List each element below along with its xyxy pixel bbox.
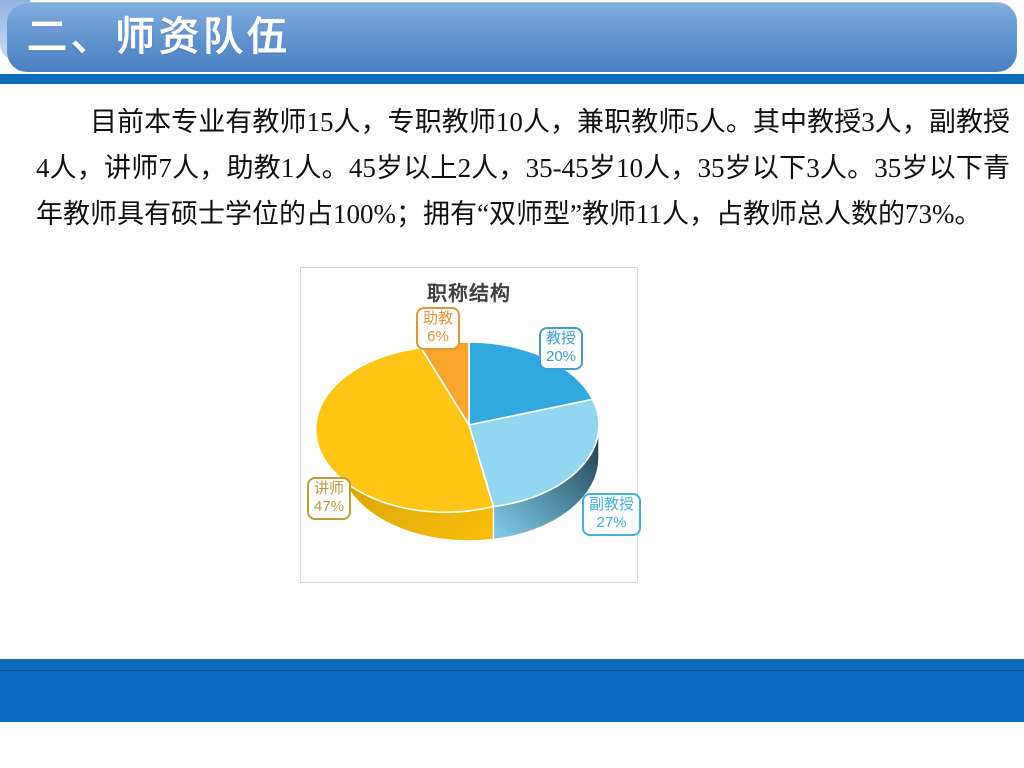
pie-chart	[314, 341, 600, 542]
callout-associate-name: 副教授	[589, 496, 635, 513]
callout-lecturer-name: 讲师	[314, 480, 345, 497]
pie-slice-associate-professor	[468, 398, 600, 508]
callout-label-lecturer: 讲师 47%	[307, 477, 352, 520]
callout-label-associate-professor: 副教授 27%	[582, 493, 642, 536]
header-banner: 二、师资队伍	[7, 2, 1017, 72]
callout-professor-name: 教授	[546, 330, 577, 347]
footer-accent-line	[0, 670, 1024, 671]
callout-professor-pct: 20%	[546, 348, 577, 365]
page-title: 二、师资队伍	[27, 15, 291, 59]
callout-label-assistant: 助教 6%	[416, 307, 461, 350]
callout-assistant-pct: 6%	[427, 328, 449, 345]
header-underline-strip	[0, 74, 1024, 84]
footer-bar	[0, 659, 1024, 722]
chart-panel: 职称结构 助教	[300, 267, 642, 583]
callout-assistant-name: 助教	[423, 310, 454, 327]
chart-title: 职称结构	[427, 283, 511, 305]
callout-lecturer-pct: 47%	[314, 498, 345, 515]
pie-slice-lecturer	[314, 347, 495, 514]
callout-associate-pct: 27%	[596, 514, 627, 531]
callout-label-professor: 教授 20%	[539, 327, 584, 370]
body-paragraph: 目前本专业有教师15人，专职教师10人，兼职教师5人。其中教授3人，副教授4人，…	[36, 107, 1010, 229]
